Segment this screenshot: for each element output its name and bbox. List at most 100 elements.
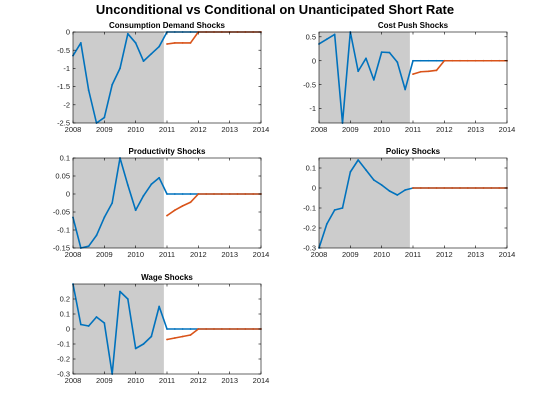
subplot-2: 2008 2009 2010 2011 2012 2013 2014 0.5 0 -0.5 -1 Co…	[303, 21, 515, 134]
data-point	[236, 328, 239, 330]
data-point	[498, 187, 501, 189]
x-tick-label: 2014	[499, 250, 516, 259]
data-point	[349, 171, 352, 173]
data-point	[427, 59, 430, 62]
data-point	[482, 59, 485, 62]
data-point	[244, 193, 247, 195]
data-point	[103, 116, 106, 119]
y-tick-label: 0	[66, 190, 70, 199]
y-tick-label: -2	[63, 100, 70, 109]
x-tick-label: 2009	[96, 376, 113, 385]
data-point	[213, 193, 215, 195]
y-tick-label: -0.2	[57, 355, 70, 364]
series-line-2	[166, 328, 261, 341]
data-point	[134, 42, 137, 44]
x-tick-label: 2013	[467, 125, 484, 134]
subplot-1: 2008 2009 2010 2011 2012 2013 2014 0 -0.5 -1 -1.5 -…	[57, 21, 269, 134]
data-point	[158, 176, 161, 179]
data-point	[119, 290, 121, 293]
data-point	[87, 325, 90, 327]
y-tick-label: 0.2	[60, 295, 70, 304]
x-tick-label: 2011	[159, 376, 175, 385]
subplot-title: Policy Shocks	[386, 147, 441, 156]
data-point	[189, 328, 192, 330]
shaded-region	[73, 32, 164, 123]
data-point	[380, 51, 383, 54]
y-tick-label: -1	[63, 64, 70, 73]
data-point	[173, 193, 176, 195]
data-point	[443, 59, 446, 62]
series-line-2	[166, 193, 261, 217]
data-point	[396, 61, 399, 64]
data-point	[126, 184, 129, 186]
x-tick-label: 2010	[127, 376, 144, 385]
data-point	[166, 328, 168, 330]
data-point	[181, 335, 184, 338]
data-point	[166, 214, 168, 217]
x-tick-label: 2008	[311, 125, 328, 134]
data-point	[79, 42, 82, 44]
y-tick-label: -2.5	[57, 119, 70, 128]
data-point	[173, 328, 176, 330]
data-point	[119, 67, 121, 70]
data-point	[451, 187, 454, 189]
data-point	[333, 33, 336, 36]
data-point	[412, 73, 414, 76]
data-point	[365, 169, 367, 171]
y-tick-label: -0.3	[57, 370, 70, 379]
y-tick-label: -0.1	[303, 204, 316, 213]
x-tick-label: 2010	[373, 250, 390, 259]
data-point	[166, 43, 168, 45]
x-tick-label: 2013	[221, 376, 238, 385]
data-point	[181, 193, 184, 195]
subplot-3: 2008 2009 2010 2011 2012 2013 2014 0.1 0.05 0 -0.0…	[53, 147, 269, 259]
data-point	[189, 201, 192, 204]
data-point	[87, 245, 90, 248]
data-point	[189, 42, 192, 44]
x-tick-label: 2014	[253, 250, 270, 259]
x-tick-label: 2008	[65, 125, 82, 134]
data-point	[150, 183, 153, 186]
y-tick-label: 0.5	[306, 32, 316, 41]
shaded-region	[319, 32, 410, 123]
data-point	[173, 337, 176, 339]
y-tick-label: -0.1	[57, 340, 70, 349]
shaded-region	[319, 158, 410, 248]
data-point	[228, 328, 231, 330]
data-point	[158, 45, 161, 48]
y-tick-label: -0.1	[57, 226, 70, 235]
data-point	[134, 347, 137, 350]
data-point	[459, 59, 461, 62]
y-tick-label: 0	[66, 325, 70, 334]
data-point	[134, 209, 137, 212]
subplot-title: Productivity Shocks	[129, 147, 206, 156]
data-point	[412, 59, 414, 62]
data-point	[435, 187, 438, 189]
data-point	[435, 69, 438, 72]
data-point	[388, 51, 391, 54]
data-point	[228, 193, 231, 195]
data-point	[158, 305, 161, 308]
data-point	[205, 193, 208, 195]
shaded-region	[73, 284, 164, 374]
data-point	[412, 187, 414, 189]
data-point	[189, 193, 192, 195]
y-tick-label: 0.1	[60, 310, 70, 319]
data-point	[173, 42, 176, 44]
y-tick-label: 0.1	[60, 154, 70, 163]
y-tick-label: -0.15	[53, 244, 70, 253]
data-point	[205, 328, 208, 330]
data-point	[150, 335, 153, 338]
x-tick-label: 2013	[221, 125, 238, 134]
data-point	[244, 328, 247, 330]
data-point	[482, 187, 485, 189]
x-tick-label: 2012	[190, 376, 207, 385]
data-point	[142, 60, 145, 63]
data-point	[419, 70, 422, 73]
data-point	[372, 179, 375, 181]
data-point	[490, 59, 493, 62]
x-tick-label: 2014	[499, 125, 516, 134]
data-point	[252, 328, 255, 330]
x-tick-label: 2013	[221, 250, 238, 259]
data-point	[459, 187, 461, 189]
